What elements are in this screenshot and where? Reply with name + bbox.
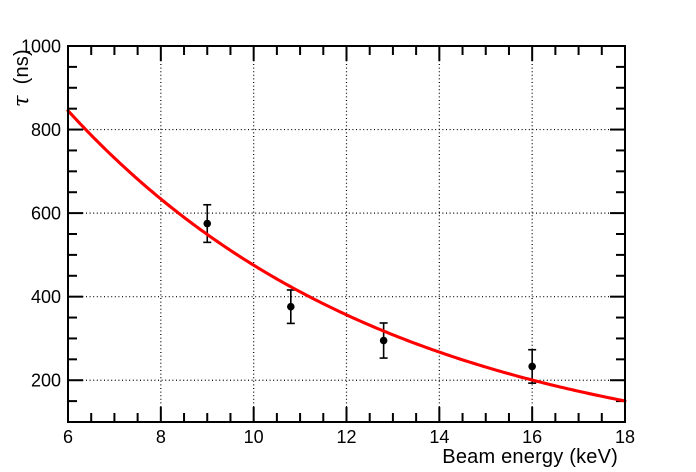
- y-tick-label: 1000: [21, 37, 61, 57]
- data-point-marker: [379, 336, 388, 345]
- x-tick-label: 10: [244, 427, 264, 447]
- fit-curve: [66, 109, 627, 403]
- y-tick-label: 400: [31, 287, 61, 307]
- y-axis-title-symbol: τ: [9, 95, 33, 107]
- x-axis-title: Beam energy (keV): [442, 446, 618, 468]
- data-point-marker: [203, 219, 212, 228]
- plot-frame: [67, 45, 626, 423]
- x-tick-label: 18: [615, 427, 635, 447]
- x-tick-label: 8: [156, 427, 166, 447]
- y-tick-label: 600: [31, 204, 61, 224]
- x-tick-label: 14: [429, 427, 449, 447]
- x-tick-label: 12: [336, 427, 356, 447]
- data-point-marker: [287, 302, 295, 311]
- y-tick-label: 800: [31, 120, 61, 140]
- y-axis-title-units: (ns): [11, 49, 33, 85]
- x-tick-label: 16: [522, 427, 542, 447]
- y-axis-title: τ (ns): [9, 49, 34, 107]
- y-tick-label: 200: [31, 371, 61, 391]
- x-tick-label: 6: [63, 427, 73, 447]
- data-point-marker: [528, 362, 536, 371]
